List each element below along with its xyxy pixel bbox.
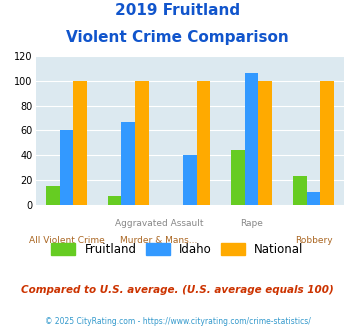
Bar bbox=[108, 196, 121, 205]
Legend: Fruitland, Idaho, National: Fruitland, Idaho, National bbox=[47, 239, 308, 261]
Bar bbox=[307, 192, 320, 205]
Bar bbox=[60, 130, 73, 205]
Bar bbox=[293, 176, 307, 205]
Text: © 2025 CityRating.com - https://www.cityrating.com/crime-statistics/: © 2025 CityRating.com - https://www.city… bbox=[45, 317, 310, 326]
Bar bbox=[46, 186, 60, 205]
Text: Compared to U.S. average. (U.S. average equals 100): Compared to U.S. average. (U.S. average … bbox=[21, 285, 334, 295]
Bar bbox=[245, 73, 258, 205]
Bar bbox=[197, 81, 210, 205]
Text: Aggravated Assault: Aggravated Assault bbox=[115, 219, 203, 228]
Text: Violent Crime Comparison: Violent Crime Comparison bbox=[66, 30, 289, 45]
Text: 2019 Fruitland: 2019 Fruitland bbox=[115, 3, 240, 18]
Bar bbox=[320, 81, 334, 205]
Text: Rape: Rape bbox=[240, 219, 263, 228]
Bar bbox=[73, 81, 87, 205]
Bar bbox=[135, 81, 148, 205]
Bar bbox=[231, 150, 245, 205]
Bar bbox=[121, 122, 135, 205]
Bar bbox=[183, 155, 197, 205]
Bar bbox=[258, 81, 272, 205]
Text: Robbery: Robbery bbox=[295, 236, 332, 245]
Text: All Violent Crime: All Violent Crime bbox=[28, 236, 104, 245]
Text: Murder & Mans...: Murder & Mans... bbox=[120, 236, 198, 245]
